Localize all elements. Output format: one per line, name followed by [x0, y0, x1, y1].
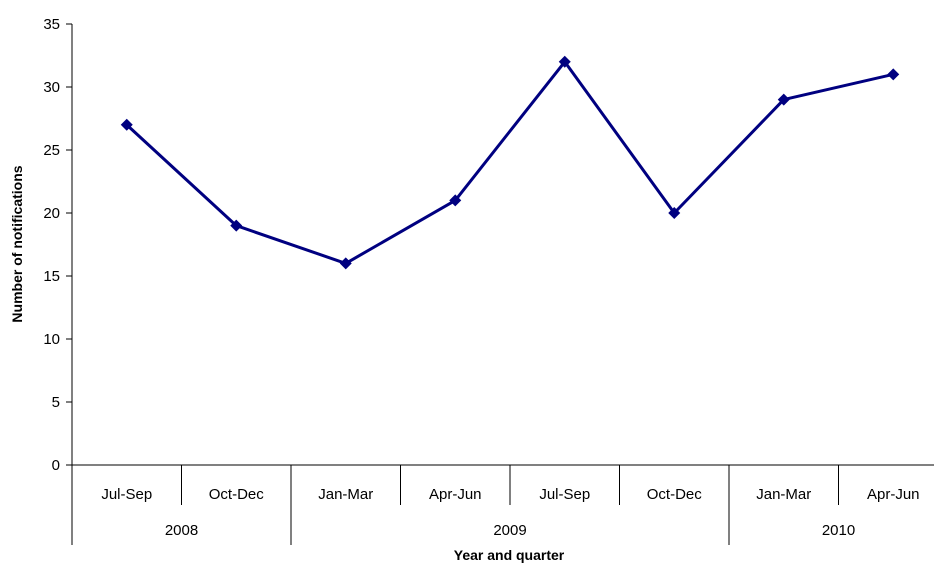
- x-tick-label: Jul-Sep: [101, 486, 152, 503]
- x-tick-label: Jul-Sep: [539, 486, 590, 503]
- series-line: [125, 60, 894, 265]
- y-tick-label: 20: [43, 205, 60, 222]
- data-point-marker: [887, 68, 900, 81]
- series: [120, 55, 900, 270]
- y-tick-label: 5: [52, 394, 60, 411]
- x-tick-label: Jan-Mar: [756, 486, 811, 503]
- y-axis: 0 5 10 15 20 25 30 35: [43, 16, 73, 474]
- x-tick-label: Apr-Jun: [429, 486, 482, 503]
- x-tick-label: Apr-Jun: [867, 486, 920, 503]
- data-point-marker: [449, 194, 462, 207]
- y-tick-label: 30: [43, 79, 60, 96]
- y-tick-label: 10: [43, 331, 60, 348]
- y-tick-label: 0: [52, 457, 60, 474]
- y-tick-label: 15: [43, 268, 60, 285]
- data-point-marker: [339, 257, 352, 270]
- x-axis-title: Year and quarter: [454, 547, 565, 563]
- y-tick-label: 25: [43, 142, 60, 159]
- data-point-marker: [558, 55, 571, 68]
- data-point-marker: [777, 93, 790, 106]
- x-tick-label: Oct-Dec: [209, 486, 265, 503]
- x-axis: Jul-Sep Oct-Dec Jan-Mar Apr-Jun Jul-Sep Oct-D…: [71, 464, 934, 545]
- x-group-label: 2008: [165, 522, 198, 539]
- data-point-marker: [668, 207, 681, 219]
- data-point-marker: [230, 219, 243, 232]
- x-group-label: 2010: [822, 522, 855, 539]
- x-tick-label: Jan-Mar: [318, 486, 373, 503]
- y-axis-title: Number of notifications: [9, 165, 25, 322]
- x-tick-label: Oct-Dec: [647, 486, 703, 503]
- x-group-label: 2009: [493, 522, 526, 539]
- data-point-marker: [120, 118, 133, 131]
- y-tick-label: 35: [43, 16, 60, 33]
